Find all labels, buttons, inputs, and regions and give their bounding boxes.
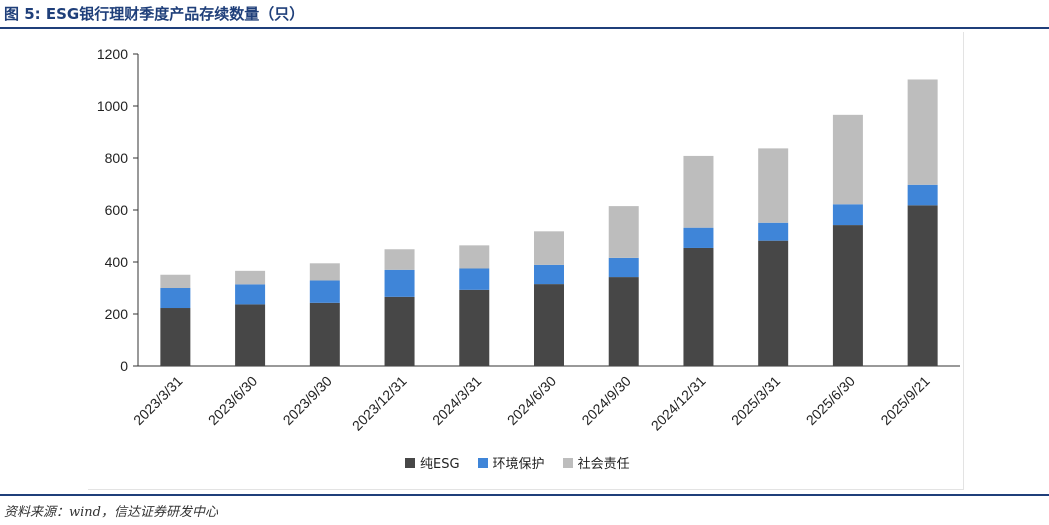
bar-segment-pure-esg [309, 302, 340, 366]
chart-legend: 纯ESG 环境保护 社会责任 [405, 453, 630, 472]
x-tick-label: 2025/6/30 [803, 373, 859, 429]
chart-frame [88, 32, 964, 490]
bar-segment-pure-esg [384, 296, 415, 366]
bar-segment-pure-esg [683, 247, 714, 366]
x-tick-label: 2024/9/30 [578, 373, 634, 429]
y-tick-label: 400 [105, 254, 129, 270]
bar-segment-pure-esg [459, 289, 490, 366]
bar-segment-social [384, 249, 415, 270]
bar-segment-social [160, 274, 191, 288]
legend-label-social: 社会责任 [577, 457, 630, 472]
x-tick-label: 2023/3/31 [130, 373, 186, 429]
legend-item-environmental: 环境保护 [477, 453, 545, 472]
x-tick-label: 2025/9/21 [877, 373, 933, 429]
bar-segment-environmental [758, 222, 789, 241]
x-tick-label: 2023/12/31 [349, 373, 410, 434]
bar-segment-environmental [683, 227, 714, 248]
bar-segment-environmental [608, 257, 639, 278]
bar-segment-environmental [384, 269, 415, 297]
bar-segment-social [758, 148, 789, 223]
bar-segment-environmental [160, 288, 191, 309]
x-tick-label: 2023/6/30 [205, 373, 261, 429]
bar-segment-environmental [309, 280, 340, 303]
source-note: 资料来源：wind，信达证券研发中心 [4, 505, 218, 520]
bar-segment-pure-esg [907, 205, 938, 366]
y-tick-label: 1200 [97, 46, 128, 62]
legend-label-pure-esg: 纯ESG [420, 457, 460, 472]
bar-segment-pure-esg [758, 240, 789, 366]
legend-swatch-pure-esg [405, 457, 415, 468]
bottom-divider [0, 494, 1049, 496]
legend-item-social: 社会责任 [562, 453, 630, 472]
x-tick-label: 2024/3/31 [429, 373, 485, 429]
bar-segment-pure-esg [608, 277, 639, 366]
legend-item-pure-esg: 纯ESG [405, 453, 460, 472]
bar-segment-social [235, 270, 266, 285]
bar-segment-pure-esg [832, 225, 863, 366]
bar-segment-pure-esg [534, 284, 564, 366]
bar-segment-social [683, 155, 714, 228]
bar-segment-environmental [235, 284, 266, 305]
bar-segment-social [907, 79, 938, 185]
y-tick-label: 0 [120, 358, 128, 374]
x-tick-label: 2025/3/31 [728, 373, 784, 429]
x-tick-label: 2024/12/31 [648, 373, 709, 434]
bar-segment-pure-esg [235, 304, 266, 366]
bar-segment-environmental [907, 184, 938, 206]
y-tick-label: 800 [105, 150, 129, 166]
top-divider [0, 27, 1049, 29]
bar-segment-social [608, 206, 639, 258]
bar-segment-social [309, 263, 340, 281]
bar-segment-environmental [832, 204, 863, 226]
legend-label-environmental: 环境保护 [492, 457, 545, 472]
y-tick-label: 1000 [97, 98, 128, 114]
bar-segment-environmental [534, 264, 564, 285]
x-tick-label: 2024/6/30 [504, 373, 560, 429]
bar-segment-pure-esg [160, 308, 191, 366]
bar-segment-social [534, 231, 564, 265]
legend-swatch-environmental [477, 457, 488, 468]
y-tick-label: 200 [105, 306, 129, 322]
bar-segment-environmental [459, 268, 490, 290]
x-tick-label: 2023/9/30 [280, 373, 336, 429]
bar-segment-social [832, 114, 863, 205]
bar-segment-social [459, 245, 490, 269]
legend-swatch-social [562, 457, 573, 468]
y-tick-label: 600 [105, 202, 129, 218]
figure-title: 图 5: ESG银行理财季度产品存续数量（只） [4, 5, 305, 23]
